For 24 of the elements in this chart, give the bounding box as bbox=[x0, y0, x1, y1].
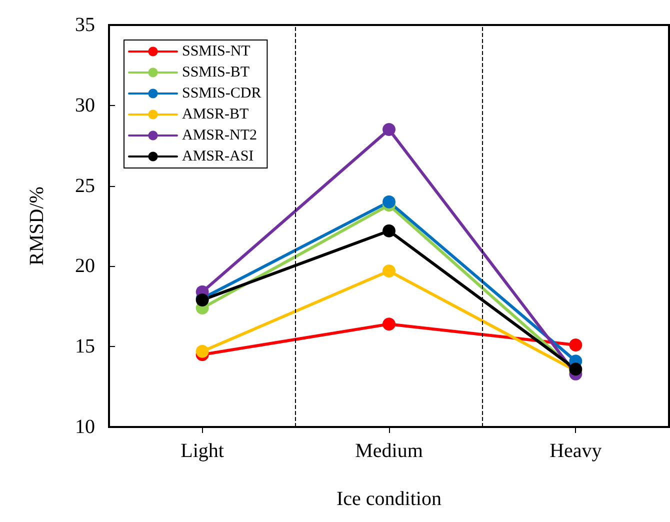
x-tick-label: Heavy bbox=[550, 440, 602, 462]
legend-label: SSMIS-BT bbox=[182, 64, 250, 80]
legend-label: AMSR-BT bbox=[182, 106, 249, 122]
x-tick-label: Medium bbox=[355, 440, 424, 462]
point bbox=[569, 338, 582, 352]
point bbox=[382, 123, 396, 136]
x-axis-title: Ice condition bbox=[336, 488, 442, 510]
point bbox=[382, 224, 396, 238]
point bbox=[196, 344, 209, 358]
legend-label: SSMIS-NT bbox=[182, 44, 250, 60]
point bbox=[382, 318, 396, 331]
y-tick-label: 10 bbox=[75, 416, 95, 438]
y-axis-title: RMSD/% bbox=[26, 186, 48, 266]
y-tick-label: 35 bbox=[75, 14, 95, 36]
y-tick-label: 20 bbox=[75, 255, 95, 278]
y-tick-label: 30 bbox=[75, 94, 95, 116]
legend-label: AMSR-ASI bbox=[182, 148, 254, 164]
point bbox=[382, 264, 396, 278]
y-tick-label: 25 bbox=[75, 174, 95, 197]
y-tick-label: 15 bbox=[75, 336, 95, 358]
legend-label: SSMIS-CDR bbox=[182, 86, 262, 102]
legend-label: AMSR-NT2 bbox=[182, 128, 258, 144]
point bbox=[382, 195, 396, 208]
x-tick-label: Light bbox=[180, 440, 224, 462]
